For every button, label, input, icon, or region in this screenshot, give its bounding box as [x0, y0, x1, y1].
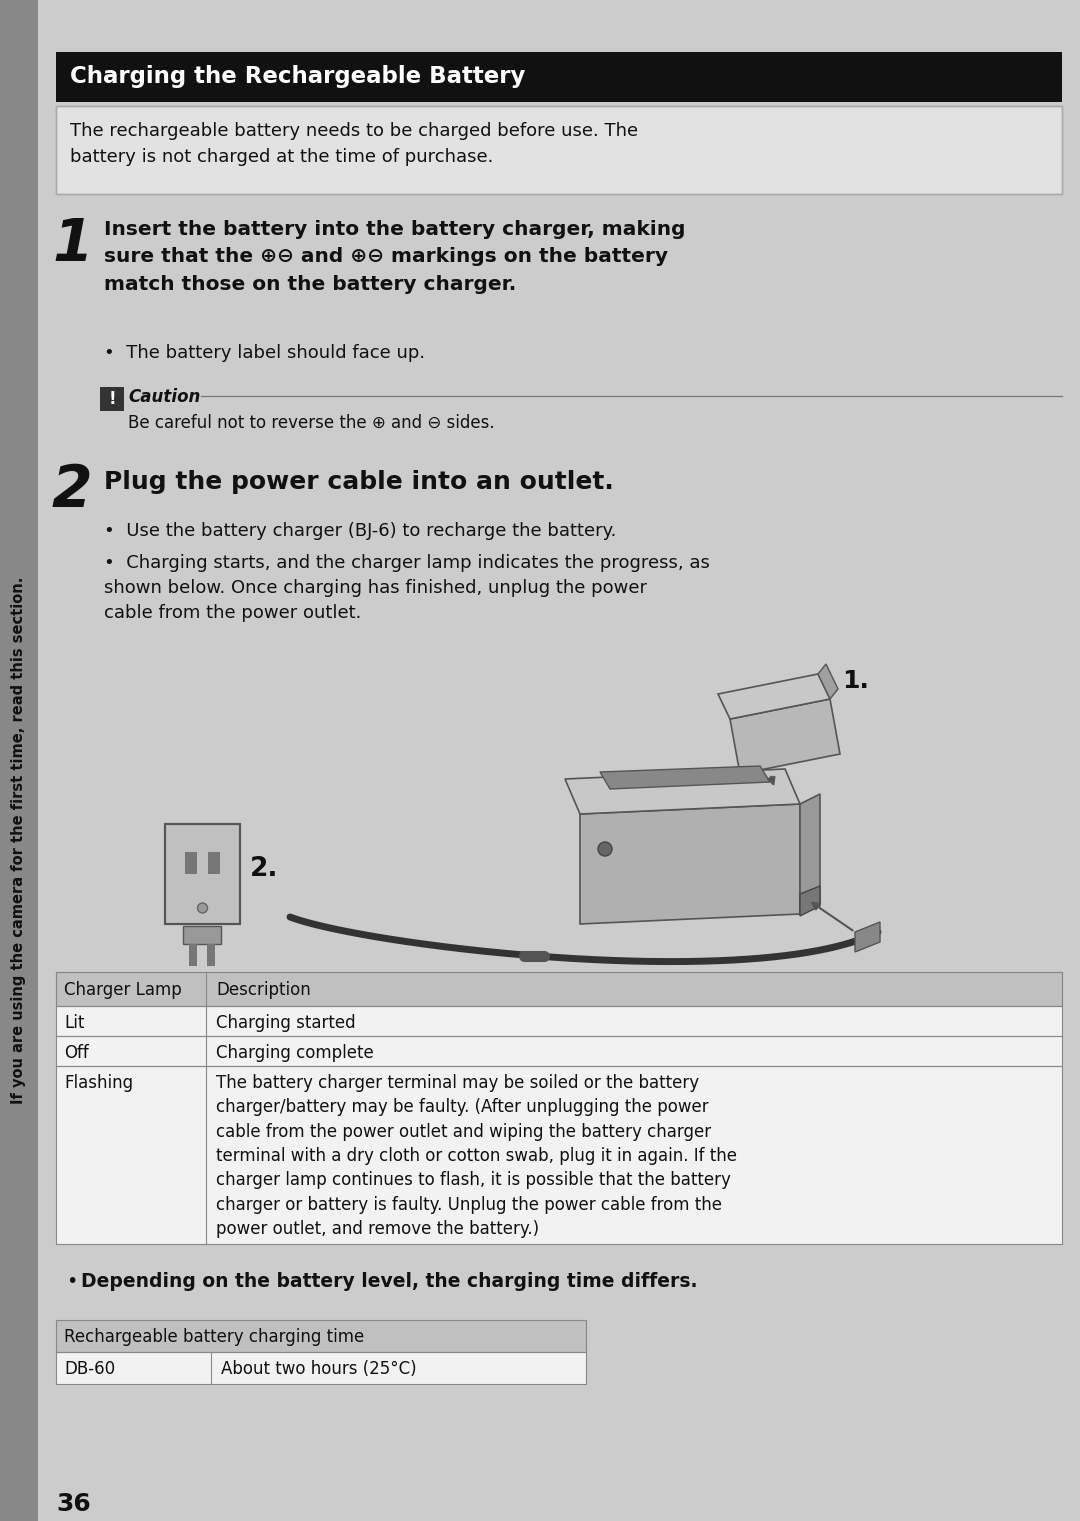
Bar — [56, 1005, 1062, 1036]
Text: 2: 2 — [52, 462, 93, 519]
Text: Charger Lamp: Charger Lamp — [64, 981, 181, 999]
Text: Rechargeable battery charging time: Rechargeable battery charging time — [64, 1328, 364, 1346]
Text: Charging complete: Charging complete — [216, 1043, 374, 1062]
Bar — [56, 1036, 1062, 1066]
Polygon shape — [800, 794, 820, 914]
Text: The battery charger terminal may be soiled or the battery
charger/battery may be: The battery charger terminal may be soil… — [216, 1074, 737, 1238]
Bar — [56, 1066, 1062, 1244]
Text: 2.: 2. — [249, 856, 279, 882]
Bar — [56, 1005, 1062, 1036]
Text: The rechargeable battery needs to be charged before use. The
battery is not char: The rechargeable battery needs to be cha… — [70, 122, 638, 166]
Bar — [56, 1352, 586, 1384]
Text: Lit: Lit — [64, 1015, 84, 1033]
Text: Plug the power cable into an outlet.: Plug the power cable into an outlet. — [104, 470, 613, 494]
Polygon shape — [800, 887, 820, 916]
Bar — [56, 1066, 1062, 1244]
Text: Insert the battery into the battery charger, making
sure that the ⊕⊖ and ⊕⊖ mark: Insert the battery into the battery char… — [104, 221, 686, 294]
Bar — [165, 824, 240, 923]
Text: Be careful not to reverse the ⊕ and ⊖ sides.: Be careful not to reverse the ⊕ and ⊖ si… — [129, 414, 495, 432]
Circle shape — [598, 843, 612, 856]
Text: Depending on the battery level, the charging time differs.: Depending on the battery level, the char… — [81, 1272, 698, 1291]
Text: •: • — [66, 1272, 78, 1291]
Bar — [56, 1320, 586, 1352]
Text: 1.: 1. — [842, 669, 869, 694]
Text: Caution: Caution — [129, 388, 201, 406]
Bar — [56, 1352, 586, 1384]
Text: 36: 36 — [56, 1492, 91, 1516]
Polygon shape — [818, 665, 838, 700]
Bar — [56, 106, 1062, 195]
Text: •  The battery label should face up.: • The battery label should face up. — [104, 344, 426, 362]
Bar — [208, 852, 220, 875]
Text: Description: Description — [216, 981, 311, 999]
Polygon shape — [730, 700, 840, 774]
Bar — [56, 106, 1062, 195]
Text: Flashing: Flashing — [64, 1074, 133, 1092]
Bar — [56, 1036, 1062, 1066]
Polygon shape — [718, 674, 831, 719]
Text: If you are using the camera for the first time, read this section.: If you are using the camera for the firs… — [12, 576, 27, 1104]
Polygon shape — [580, 805, 800, 923]
Bar — [207, 945, 215, 966]
Bar — [56, 972, 1062, 1005]
Polygon shape — [855, 922, 880, 952]
Text: DB-60: DB-60 — [64, 1360, 116, 1378]
Bar — [100, 386, 124, 411]
Text: Charging started: Charging started — [216, 1015, 355, 1033]
Text: Charging the Rechargeable Battery: Charging the Rechargeable Battery — [70, 65, 525, 88]
Text: About two hours (25°C): About two hours (25°C) — [221, 1360, 417, 1378]
Text: 1: 1 — [52, 216, 93, 272]
Bar — [56, 52, 1062, 102]
Bar — [165, 824, 240, 923]
Polygon shape — [565, 770, 800, 814]
Bar — [0, 0, 38, 1521]
Bar — [183, 926, 221, 945]
Bar — [56, 972, 1062, 1005]
Text: Off: Off — [64, 1043, 89, 1062]
Polygon shape — [600, 767, 770, 789]
Circle shape — [198, 903, 207, 913]
Text: •  Use the battery charger (BJ-6) to recharge the battery.: • Use the battery charger (BJ-6) to rech… — [104, 522, 617, 540]
Bar — [56, 1320, 586, 1352]
Bar — [185, 852, 197, 875]
Bar — [189, 945, 197, 966]
Text: •  Charging starts, and the charger lamp indicates the progress, as
shown below.: • Charging starts, and the charger lamp … — [104, 554, 710, 622]
Text: !: ! — [108, 389, 116, 408]
